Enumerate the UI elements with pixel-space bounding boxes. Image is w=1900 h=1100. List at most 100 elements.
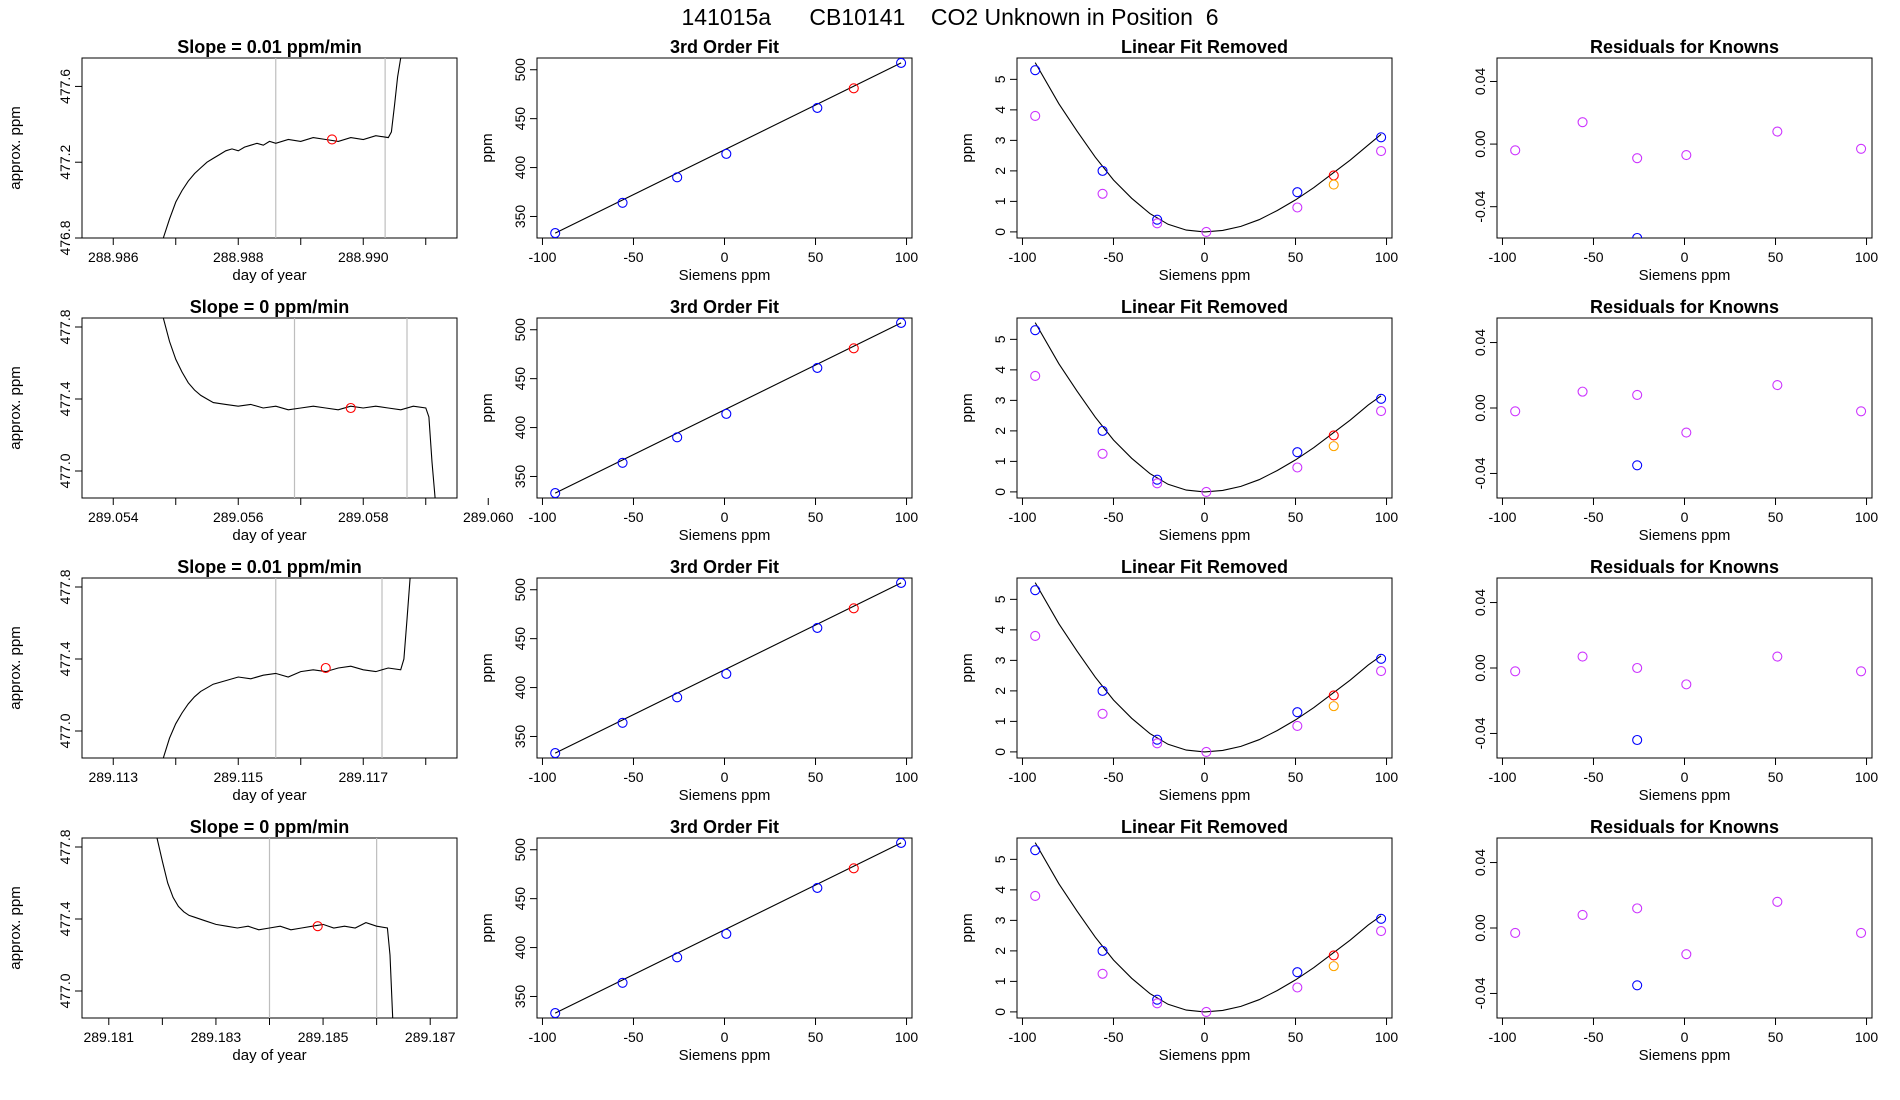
data-point [1376,913,1387,924]
data-point [1030,630,1041,642]
data-trace [162,578,411,758]
y-tick-label: 450 [512,887,528,911]
x-tick-label: 100 [1855,249,1879,265]
data-point [1772,380,1783,391]
x-tick-label: 100 [1855,769,1879,785]
y-tick-label: 5 [992,75,1008,83]
x-tick-label: -100 [1008,769,1036,785]
y-tick-label: 0.00 [1472,394,1488,421]
plot-area [1030,582,1387,757]
plot-frame [1016,837,1393,1019]
data-point [1292,967,1303,978]
plot-area [162,58,402,238]
x-tick-label: 100 [895,509,919,525]
panel-time-4: Slope = 0 ppm/min 289.181 289.183 289.185 28… [7,817,458,1064]
data-point [1292,720,1303,732]
panel-title: Residuals for Knowns [1590,37,1779,57]
x-tick-label: 100 [1375,1029,1399,1045]
data-point [1681,679,1692,690]
plot-frame [81,577,458,759]
data-trace [162,318,436,498]
data-point [1856,666,1867,677]
x-tick-label: 289.113 [88,769,138,785]
plot-frame [1016,57,1393,239]
x-tick-label: -100 [1488,1029,1516,1045]
plot-area [162,578,411,758]
x-tick-label: -50 [1103,509,1123,525]
data-point [1510,145,1521,156]
data-point [1632,460,1643,471]
data-point [721,148,732,159]
x-tick-label: 288.990 [338,249,389,265]
data-point [848,343,859,354]
x-axis-label: Siemens ppm [1639,267,1731,284]
y-tick-label: 4 [992,106,1008,114]
data-point [721,408,732,419]
x-tick-label: 289.056 [213,509,264,525]
data-point [1097,188,1108,199]
y-axis-label: ppm [479,913,496,942]
data-point [617,197,628,208]
data-point [1030,110,1041,122]
y-axis-label: ppm [959,653,976,682]
data-point [1632,153,1643,164]
panel-title: Linear Fit Removed [1121,817,1288,837]
x-tick-label: 100 [1855,509,1879,525]
plot-frame [81,317,458,499]
x-tick-label: -100 [528,249,556,265]
x-tick-label: 50 [808,1029,824,1045]
y-tick-label: 477.2 [57,144,73,179]
y-tick-label: 0 [992,488,1008,496]
fit-curve [1034,582,1382,753]
data-point [1376,146,1387,157]
data-point [1201,486,1212,497]
x-axis-label: Siemens ppm [1639,527,1731,544]
panel-title: 3rd Order Fit [670,297,779,317]
data-point [1376,653,1387,664]
data-point [1030,370,1041,382]
y-tick-label: 1 [992,717,1008,725]
data-point [672,952,683,963]
x-tick-label: -100 [1008,509,1036,525]
data-point [1376,132,1387,143]
data-point [1577,386,1588,397]
data-point [1772,896,1783,907]
x-tick-label: 50 [1288,1029,1304,1045]
data-point [1030,65,1041,76]
x-tick-label: 100 [1375,769,1399,785]
x-tick-label: 50 [808,249,824,265]
data-point [812,882,823,893]
panel-fit-3: 3rd Order Fit -100 -50 0 50 100 Siemens ppm 350… [479,557,918,804]
data-point [848,863,859,874]
data-point [896,58,907,68]
mean-marker [345,402,356,414]
y-tick-label: 0.04 [1472,68,1488,95]
data-point [1376,393,1387,404]
y-axis-label: ppm [959,393,976,422]
plot-frame [1496,837,1873,1019]
data-point [1328,430,1339,441]
data-point [1681,427,1692,438]
x-tick-label: 0 [1681,509,1689,525]
panel-resid-4: Residuals for Knowns -100 -50 0 50 100 Siemens… [1472,817,1878,1064]
x-tick-label: 0 [721,1029,729,1045]
data-point [617,977,628,988]
y-tick-label: 477.0 [57,713,73,748]
y-axis-label: approx. ppm [7,886,24,969]
x-tick-label: 289.187 [405,1029,456,1045]
y-tick-label: 3 [992,396,1008,404]
x-tick-label: -50 [623,509,643,525]
plot-frame [81,57,458,239]
x-tick-label: -50 [1103,249,1123,265]
x-tick-label: 0 [1201,249,1209,265]
x-tick-label: 50 [1288,769,1304,785]
data-point [1632,389,1643,400]
x-tick-label: 289.185 [298,1029,349,1045]
y-tick-label: 400 [512,156,528,180]
x-tick-label: 0 [1201,1029,1209,1045]
y-tick-label: 1 [992,197,1008,205]
data-point [1292,202,1303,213]
x-axis-label: Siemens ppm [1639,1047,1731,1064]
data-point [672,172,683,183]
